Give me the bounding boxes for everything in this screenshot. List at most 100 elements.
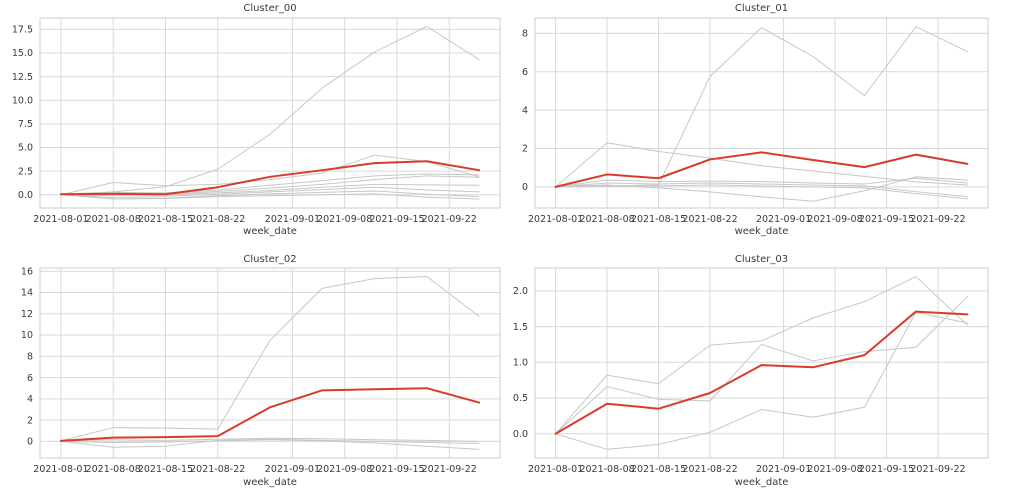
x-tick-label: 2021-08-01	[33, 464, 88, 475]
x-tick-label: 2021-08-08	[579, 464, 634, 475]
series-line-member-3	[60, 439, 480, 450]
series-lines	[554, 26, 969, 202]
x-tick-label: 2021-09-08	[317, 464, 372, 475]
series-line-member-2	[60, 154, 480, 196]
chart-title: Cluster_02	[243, 254, 297, 265]
x-tick-label: 2021-09-22	[422, 464, 477, 475]
x-tick-label: 2021-08-22	[190, 464, 245, 475]
series-line-member-2	[60, 438, 480, 448]
y-tick-label: 2.5	[18, 166, 33, 177]
chart-title: Cluster_01	[734, 3, 789, 14]
series-line-member-4	[555, 177, 968, 188]
chart-cluster-01: Cluster_01 week_date 0 2 4 6 8 2021-08-01 2021…	[505, 0, 1011, 250]
series-lines	[554, 276, 969, 450]
x-tick-label: 2021-09-22	[910, 464, 965, 475]
y-tick-label: 2	[522, 144, 528, 155]
chart-title: Cluster_03	[734, 254, 789, 265]
y-tick-label: 4	[27, 394, 33, 405]
x-tick-label: 2021-09-15	[859, 464, 914, 475]
y-tick-label: 10	[21, 330, 33, 341]
series-line-cluster-highlight	[554, 310, 969, 435]
chart-cluster-00: Cluster_00 week_date 0.0 2.5 5.0 7.5 10.0 12.…	[0, 0, 505, 250]
x-tick-labels: 2021-08-012021-08-082021-08-152021-08-22…	[528, 464, 966, 475]
y-tick-label: 0.0	[18, 190, 33, 201]
x-tick-label: 2021-08-22	[682, 464, 737, 475]
gridlines	[535, 268, 988, 458]
x-tick-label: 2021-09-22	[910, 214, 965, 225]
x-tick-label: 2021-08-15	[631, 464, 686, 475]
x-tick-label: 2021-09-08	[317, 214, 372, 225]
series-line-member-3	[60, 173, 480, 196]
y-tick-labels: 0 2 4 6 8 10 12 14 16	[21, 266, 33, 447]
x-tick-label: 2021-08-01	[33, 214, 88, 225]
y-tick-label: 14	[21, 288, 33, 299]
chart-title: Cluster_00	[243, 3, 297, 14]
y-tick-label: 15.0	[12, 48, 33, 59]
x-axis-label: week_date	[734, 226, 789, 237]
x-tick-label: 2021-09-22	[422, 214, 477, 225]
series-line-member-6	[555, 184, 968, 200]
y-tick-label: 1.0	[513, 357, 528, 368]
chart-cluster-03: Cluster_03 week_date 0.0 0.5 1.0 1.5 2.0 2021…	[505, 250, 1011, 501]
x-axis-label: week_date	[243, 477, 297, 488]
y-tick-label: 0	[522, 182, 528, 193]
x-tick-label: 2021-09-08	[807, 464, 862, 475]
series-lines	[59, 26, 481, 200]
y-tick-label: 16	[21, 266, 33, 277]
x-tick-label: 2021-09-01	[265, 464, 320, 475]
y-tick-label: 17.5	[12, 25, 33, 36]
y-tick-label: 12.5	[12, 72, 33, 83]
y-tick-label: 0.5	[513, 393, 528, 404]
series-line-member-1	[60, 26, 480, 195]
x-tick-label: 2021-09-08	[807, 214, 862, 225]
x-tick-label: 2021-09-01	[756, 464, 811, 475]
series-line-member-7	[60, 190, 480, 199]
y-tick-label: 12	[21, 309, 33, 320]
x-axis-label: week_date	[243, 226, 297, 237]
x-tick-label: 2021-08-15	[631, 214, 686, 225]
series-line-member-6	[60, 186, 480, 197]
series-line-member-8	[60, 193, 480, 200]
y-tick-label: 1.5	[513, 322, 528, 333]
x-tick-labels: 2021-08-012021-08-082021-08-152021-08-22…	[33, 464, 477, 475]
series-line-cluster-highlight	[554, 151, 969, 188]
axes-frame	[39, 17, 501, 209]
y-tick-label: 2	[27, 415, 33, 426]
x-tick-label: 2021-08-01	[528, 464, 583, 475]
series-line-member-1	[60, 276, 480, 442]
x-tick-label: 2021-08-15	[138, 214, 193, 225]
x-axis-label: week_date	[734, 477, 789, 488]
y-tick-label: 7.5	[18, 119, 33, 130]
y-tick-labels: 0.0 2.5 5.0 7.5 10.0 12.5 15.0 17.5	[12, 25, 33, 201]
chart-cluster-02: Cluster_02 week_date 0 2 4 6 8 10 12 14 16 2021-0…	[0, 250, 505, 501]
x-tick-label: 2021-09-01	[265, 214, 320, 225]
x-tick-label: 2021-09-15	[369, 214, 424, 225]
series-line-member-2	[555, 296, 968, 435]
plot-area: 0.00.51.01.52.02021-08-012021-08-082021-…	[513, 267, 989, 475]
y-tick-label: 8	[27, 351, 33, 362]
x-tick-label: 2021-09-15	[369, 464, 424, 475]
series-line-member-4	[60, 437, 480, 442]
y-tick-label: 5.0	[18, 143, 33, 154]
x-tick-label: 2021-08-08	[579, 214, 634, 225]
y-tick-labels: 0 2 4 6 8	[522, 29, 528, 194]
x-tick-label: 2021-08-08	[86, 464, 141, 475]
plot-area: 02468101214162021-08-012021-08-082021-08…	[21, 266, 501, 475]
y-tick-label: 8	[522, 29, 528, 40]
x-tick-label: 2021-08-22	[682, 214, 737, 225]
axes-frame	[534, 17, 989, 209]
x-tick-label: 2021-08-01	[528, 214, 583, 225]
series-line-cluster-highlight	[59, 160, 481, 196]
gridlines	[535, 18, 988, 208]
series-lines	[59, 276, 481, 450]
series-line-member-1	[555, 276, 968, 435]
axes-frame	[534, 267, 989, 459]
x-tick-label: 2021-08-15	[138, 464, 193, 475]
gridlines	[40, 268, 500, 458]
series-line-member-3	[555, 311, 968, 450]
y-tick-labels: 0.0 0.5 1.0 1.5 2.0	[513, 286, 528, 440]
series-line-member-1	[555, 26, 968, 188]
x-tick-labels: 2021-08-012021-08-082021-08-152021-08-22…	[33, 214, 477, 225]
y-tick-label: 0	[27, 437, 33, 448]
y-tick-label: 4	[522, 105, 528, 116]
